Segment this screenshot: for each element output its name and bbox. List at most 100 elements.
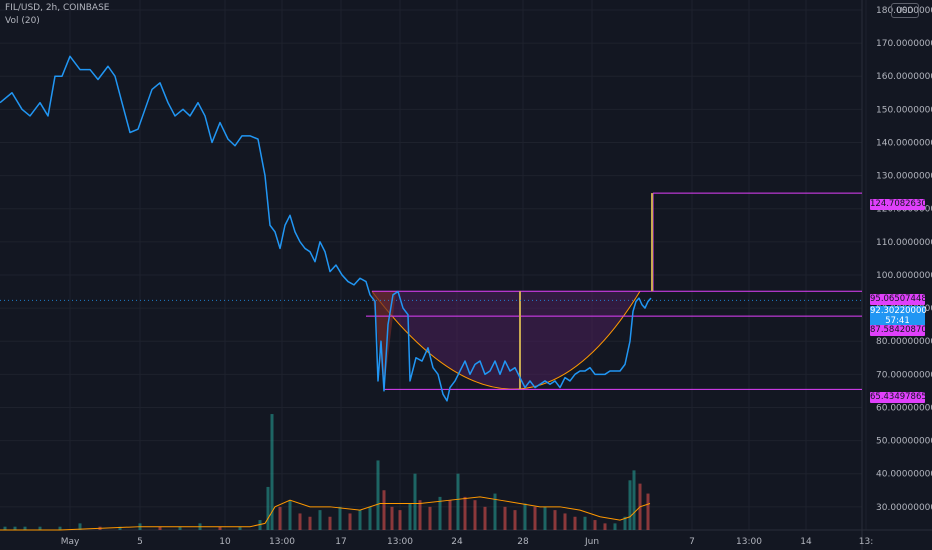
y-tick-label: 140.00000000: [876, 138, 932, 148]
x-tick-label: 28: [517, 537, 529, 547]
volume-bar: [593, 520, 597, 530]
volume-bar: [266, 486, 270, 530]
volume-bar: [288, 500, 292, 530]
volume-bar: [573, 516, 577, 530]
volume-bar: [513, 510, 517, 530]
y-tick-label: 170.00000000: [876, 39, 932, 49]
y-tick-label: 160.00000000: [876, 72, 932, 82]
chart-grid: [0, 0, 867, 530]
volume-bars: [3, 414, 650, 530]
volume-bar: [3, 526, 7, 530]
volume-bar: [358, 510, 362, 530]
target-bar: [651, 193, 653, 292]
price-line: [0, 55, 652, 402]
volume-bar: [338, 506, 342, 530]
volume-bar: [298, 513, 302, 530]
rim-price-label: 95.06507448: [870, 294, 927, 305]
volume-bar: [483, 506, 487, 530]
volume-bar: [553, 510, 557, 530]
volume-bar: [418, 500, 422, 530]
y-tick-label: 100.00000000: [876, 271, 932, 281]
volume-bar: [448, 500, 452, 530]
volume-bar: [628, 480, 632, 530]
volume-bar: [493, 493, 497, 530]
volume-bar: [118, 526, 122, 530]
volume-bar: [78, 523, 82, 530]
volume-bar: [258, 520, 262, 530]
volume-bar: [413, 473, 417, 530]
depth-bar: [519, 291, 521, 390]
cup-arc: [371, 290, 641, 390]
volume-bar: [646, 493, 650, 530]
x-tick-label: 13:: [859, 537, 873, 547]
x-tick-label: 17: [335, 537, 346, 547]
volume-bar: [390, 506, 394, 530]
x-tick-label: 13:00: [736, 537, 762, 547]
y-tick-label: 80.00000000: [876, 337, 932, 347]
volume-bar: [463, 496, 467, 530]
x-tick-label: 10: [219, 537, 231, 547]
volume-bar: [318, 510, 322, 530]
volume-bar: [428, 506, 432, 530]
volume-bar: [503, 506, 507, 530]
volume-bar: [456, 473, 460, 530]
volume-bar: [632, 470, 636, 530]
volume-bar: [178, 526, 182, 530]
y-tick-label: 60.00000000: [876, 403, 932, 413]
volume-bar: [278, 506, 282, 530]
target-price-label: 124.70826307: [870, 199, 932, 210]
volume-bar: [368, 506, 372, 530]
volume-indicator-title: Vol (20): [5, 16, 40, 26]
volume-bar: [23, 526, 27, 530]
volume-bar: [438, 496, 442, 530]
volume-bar: [623, 516, 627, 530]
y-tick-label: 40.00000000: [876, 470, 932, 480]
chart-symbol-title: FIL/USD, 2h, COINBASE: [5, 3, 110, 13]
volume-bar: [398, 510, 402, 530]
y-tick-label: 130.00000000: [876, 172, 932, 182]
volume-bar: [563, 513, 567, 530]
y-tick-label: 50.00000000: [876, 437, 932, 447]
volume-bar: [473, 500, 477, 530]
volume-bar: [328, 516, 332, 530]
y-axis-ticks: 180.00000000 170.00000000 160.00000000 150.…: [876, 6, 932, 513]
y-tick-label: 70.00000000: [876, 370, 932, 380]
volume-bar: [603, 523, 607, 530]
x-tick-label: 7: [689, 537, 695, 547]
volume-bar: [38, 526, 42, 530]
price-series: [0, 55, 652, 531]
y-tick-label: 180.00000000: [876, 6, 932, 16]
volume-bar: [58, 526, 62, 530]
x-tick-label: 5: [137, 537, 143, 547]
current-price-value: 92.30220000: [870, 306, 927, 316]
volume-bar: [583, 516, 587, 530]
volume-bar: [382, 490, 386, 530]
y-tick-label: 150.00000000: [876, 105, 932, 115]
bar-countdown: 57:41: [885, 316, 910, 326]
handle-low-price-label: 87.58420870: [870, 325, 927, 336]
volume-bar: [408, 503, 412, 530]
currency-badge[interactable]: USD: [891, 3, 919, 18]
volume-bar: [13, 526, 17, 530]
volume-bar: [543, 506, 547, 530]
volume-bar: [533, 506, 537, 530]
volume-bar: [308, 516, 312, 530]
volume-bar: [158, 526, 162, 530]
x-axis-ticks: May 5 10 13:00 17 13:00 24 28 Jun 7 13:00 14 13:: [61, 537, 874, 547]
x-tick-label: 13:00: [387, 537, 413, 547]
volume-bar: [218, 526, 222, 530]
x-tick-label: May: [61, 537, 80, 547]
y-tick-label: 30.00000000: [876, 503, 932, 513]
x-tick-label: 13:00: [269, 537, 295, 547]
current-price-label: 92.30220000 57:41: [870, 306, 927, 326]
volume-bar: [348, 513, 352, 530]
volume-bar: [613, 523, 617, 530]
volume-bar: [238, 526, 242, 530]
cup-low-price-label: 65.43497865: [870, 392, 927, 403]
volume-bar: [523, 503, 527, 530]
volume-ma-line: [0, 496, 651, 531]
x-tick-label: 14: [800, 537, 812, 547]
y-tick-label: 110.00000000: [876, 238, 932, 248]
x-tick-label: 24: [451, 537, 463, 547]
